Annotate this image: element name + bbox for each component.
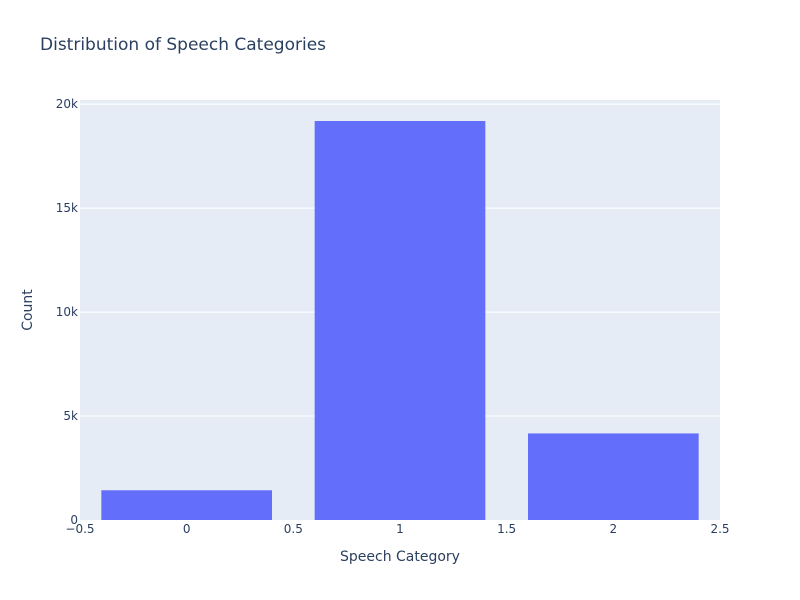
y-tick-label: 0: [70, 513, 78, 527]
x-tick-label: 2.5: [710, 522, 729, 536]
y-tick-label: 20k: [56, 97, 78, 111]
x-tick-label: 1.5: [497, 522, 516, 536]
y-tick-label: 15k: [56, 201, 78, 215]
y-tick-label: 10k: [56, 305, 78, 319]
x-axis-ticks: −0.5 0 0.5 1 1.5 2 2.5: [65, 522, 729, 536]
bars: [101, 121, 699, 520]
bar-category-0: [101, 490, 272, 520]
x-tick-label: 0.5: [284, 522, 303, 536]
x-tick-label: −0.5: [65, 522, 94, 536]
y-axis-ticks: 0 5k 10k 15k 20k: [56, 97, 78, 527]
x-tick-label: 0: [183, 522, 191, 536]
x-axis-title: Speech Category: [340, 549, 460, 565]
x-tick-label: 1: [396, 522, 404, 536]
chart-title: Distribution of Speech Categories: [40, 35, 326, 55]
bar-category-2: [528, 433, 699, 520]
bar-category-1: [314, 121, 486, 520]
y-tick-label: 5k: [63, 409, 78, 423]
y-axis-title: Count: [20, 289, 36, 331]
x-tick-label: 2: [610, 522, 618, 536]
